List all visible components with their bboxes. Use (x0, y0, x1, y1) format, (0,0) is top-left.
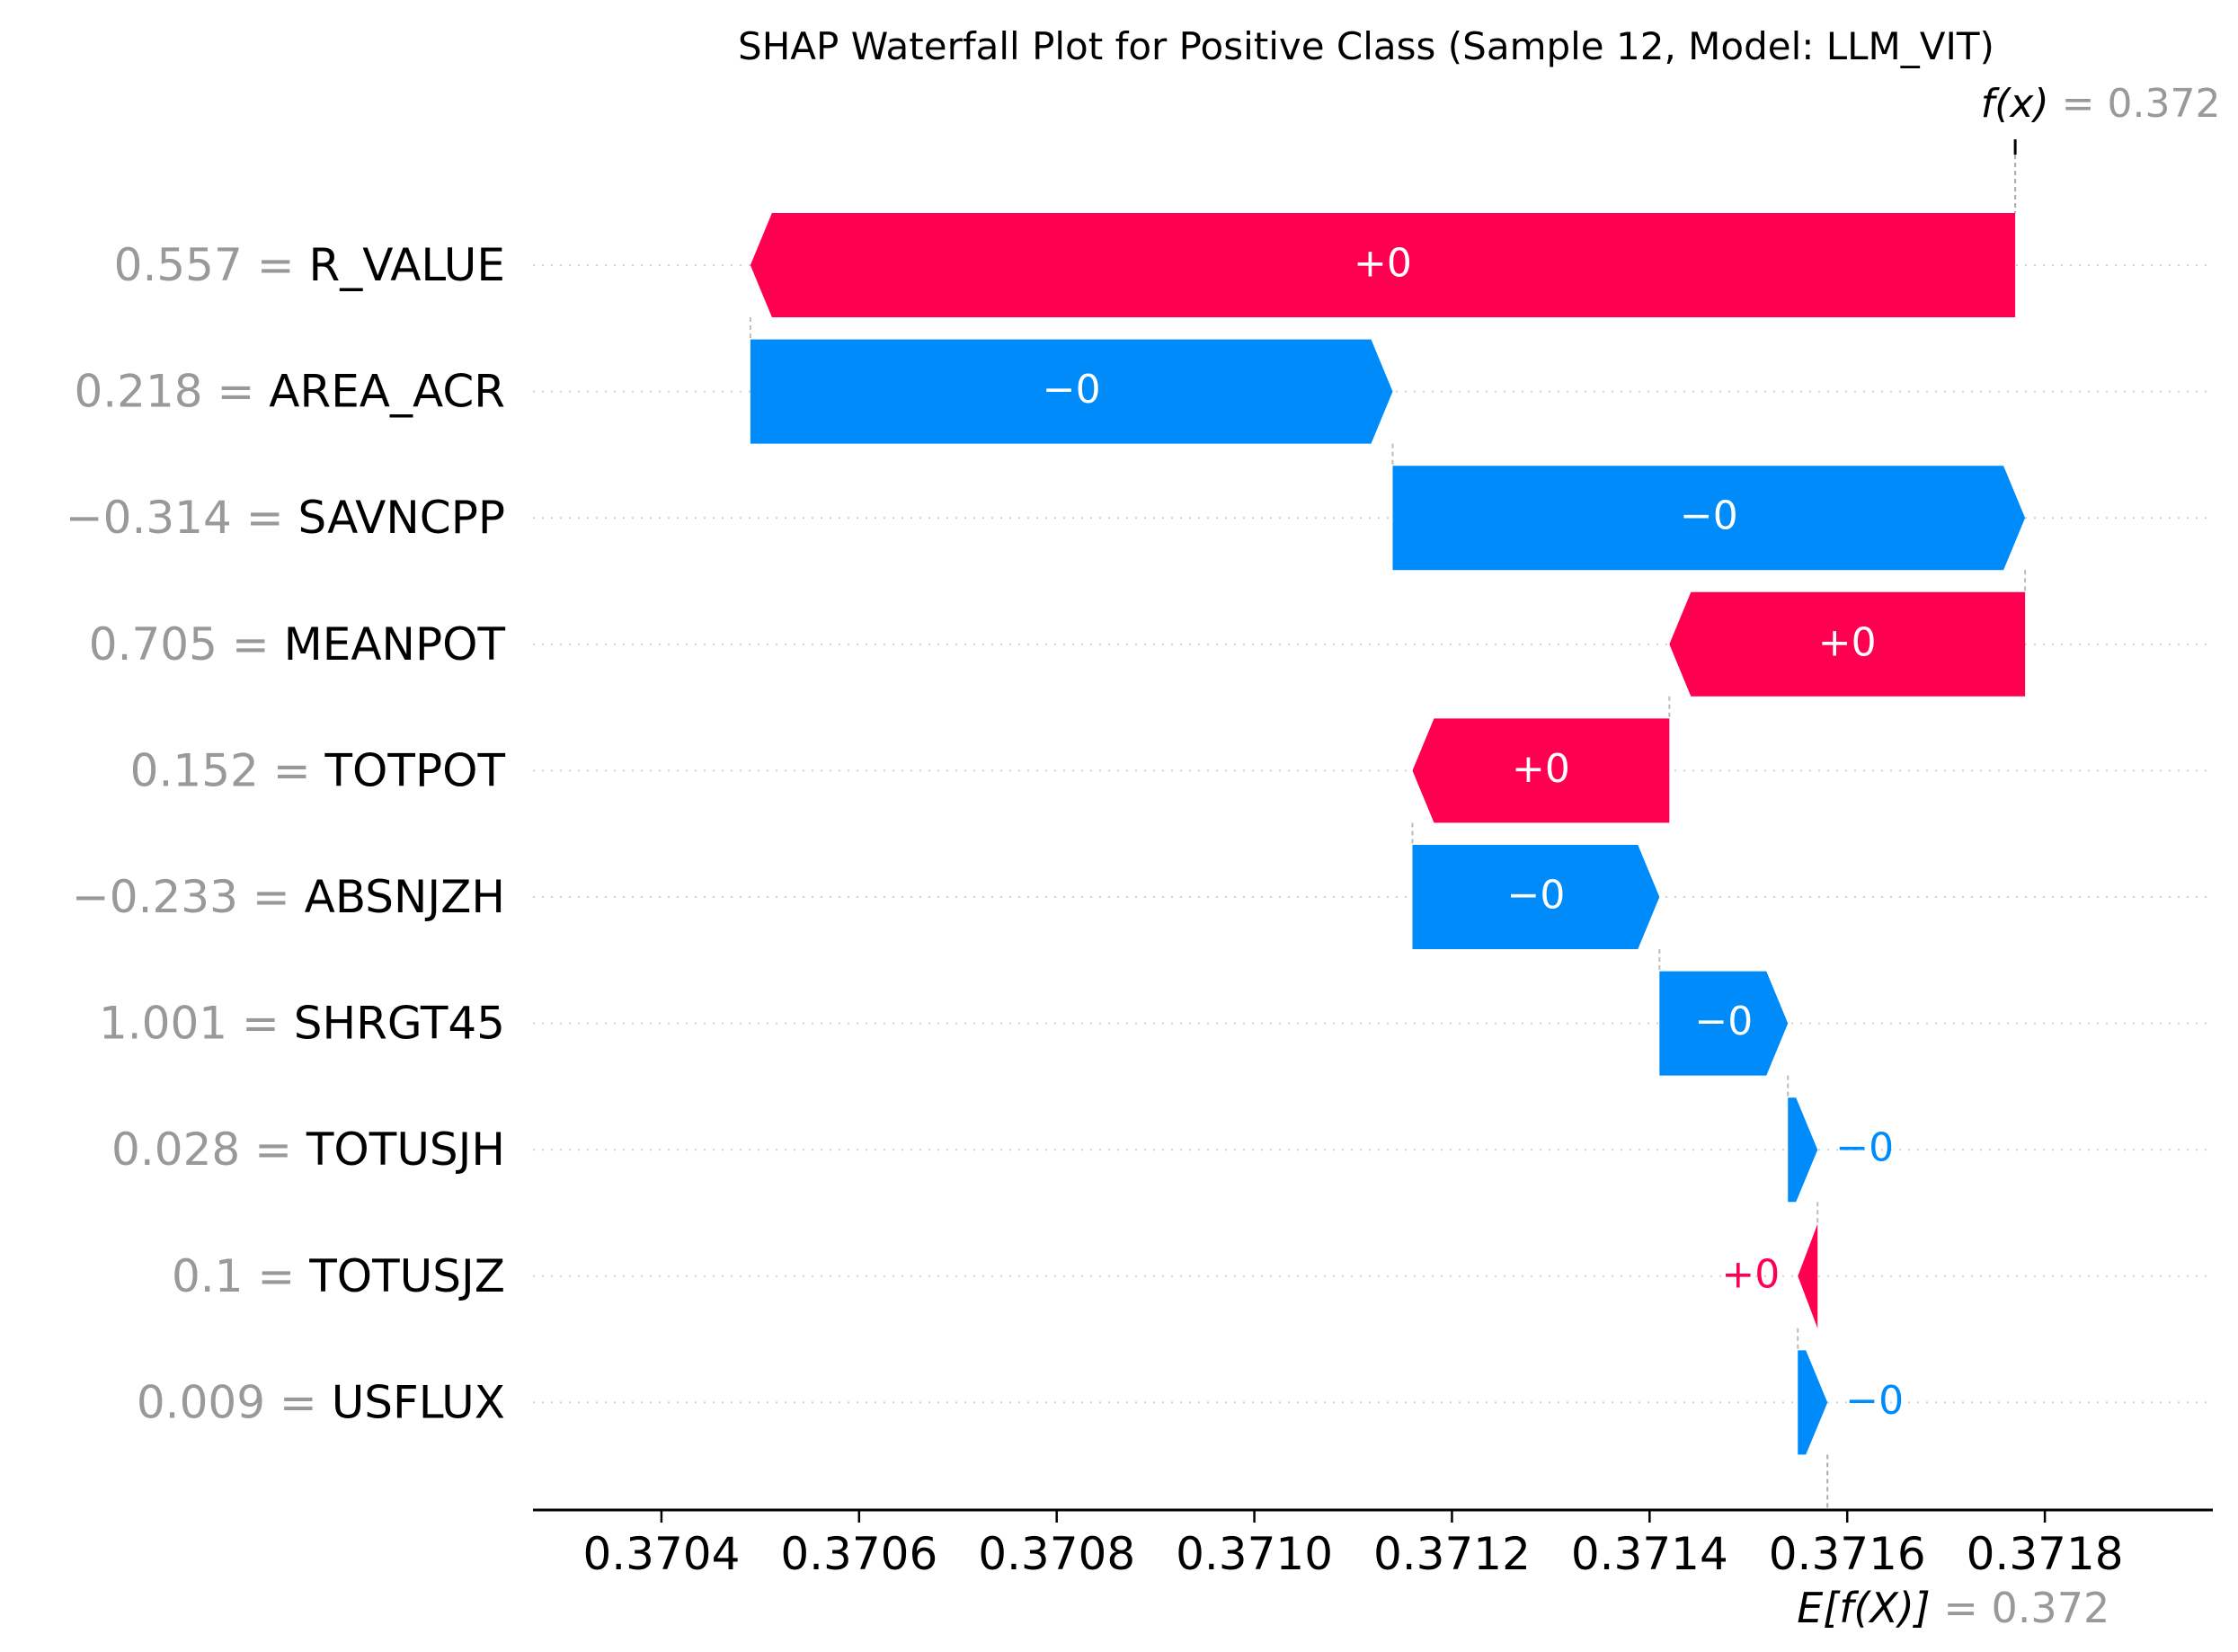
feature-label: 1.001 = SHRGT45 (99, 998, 505, 1050)
bar-value-label: −0 (1694, 999, 1753, 1044)
feature-label: 0.557 = R_VALUE (114, 239, 505, 291)
bar-area-acr (750, 339, 1393, 444)
feature-value: 1.001 (99, 998, 227, 1050)
equals-sign: = (232, 492, 298, 544)
feature-name: TOTUSJZ (308, 1250, 505, 1302)
x-tick-label: 0.3704 (582, 1528, 740, 1580)
bar-value-label: −0 (1680, 493, 1738, 539)
bar-value-label: +0 (1512, 746, 1570, 792)
feature-value: −0.233 (72, 871, 238, 923)
equals-sign: = (243, 239, 309, 291)
fx-equals: = (2049, 81, 2108, 127)
x-tick-label: 0.3708 (978, 1528, 1135, 1580)
bar-usflux (1798, 1350, 1828, 1455)
feature-name: ABSNJZH (305, 871, 505, 923)
equals-sign: = (265, 1376, 332, 1428)
feature-label: 0.028 = TOTUSJH (111, 1124, 505, 1176)
efx-annotation: E[f(X)] = 0.372 (1797, 1584, 2109, 1632)
bar-value-label: +0 (1354, 241, 1412, 287)
feature-value: 0.218 (74, 366, 202, 418)
feature-name: TOTPOT (324, 744, 506, 796)
reference-lines (1826, 139, 2017, 1510)
x-axis: 0.3704 0.3706 0.3708 0.3710 0.3712 0.3714 0.37… (533, 1508, 2213, 1580)
bars: +0 −0 −0 +0 +0 −0 −0 −0 +0 −0 (750, 213, 2026, 1455)
x-tick-label: 0.3714 (1571, 1528, 1728, 1580)
feature-label: 0.152 = TOTPOT (130, 744, 506, 796)
equals-sign: = (244, 1250, 310, 1302)
feature-label: 0.218 = AREA_ACR (74, 366, 505, 418)
fx-label: f(x) (1981, 81, 2049, 127)
feature-label: −0.233 = ABSNJZH (72, 871, 505, 923)
x-tick-label: 0.3716 (1769, 1528, 1926, 1580)
feature-value: 0.028 (111, 1124, 240, 1176)
feature-name: SAVNCPP (298, 492, 506, 544)
bar-totusjh (1788, 1097, 1818, 1203)
feature-name: USFLUX (332, 1376, 505, 1428)
chart-title: SHAP Waterfall Plot for Positive Class (… (738, 24, 1994, 68)
x-tick-label: 0.3718 (1967, 1528, 2124, 1580)
feature-labels: 0.557 = R_VALUE 0.218 = AREA_ACR −0.314 = … (66, 239, 506, 1428)
feature-value: 0.152 (130, 744, 259, 796)
feature-label: 0.1 = TOTUSJZ (172, 1250, 505, 1302)
feature-name: AREA_ACR (269, 366, 505, 418)
bar-value-label: −0 (1506, 873, 1565, 919)
connector-lines (749, 317, 2027, 1351)
bar-totpot (1412, 718, 1670, 823)
feature-value: −0.314 (66, 492, 232, 544)
bar-r-value (750, 213, 2016, 317)
feature-name: R_VALUE (308, 239, 505, 291)
fx-annotation: f(x) = 0.372 (1981, 81, 2221, 127)
feature-value: 0.557 (114, 239, 243, 291)
equals-sign: = (203, 366, 270, 418)
feature-value: 0.009 (137, 1376, 265, 1428)
x-tick-label: 0.3710 (1176, 1528, 1333, 1580)
bar-totusjz (1798, 1223, 1818, 1328)
equals-sign: = (218, 618, 284, 671)
feature-name: TOTUSJH (306, 1124, 505, 1176)
efx-equals: = (1931, 1584, 1992, 1632)
efx-label: E[f(X)] (1797, 1584, 1931, 1632)
efx-value: 0.372 (1992, 1584, 2110, 1632)
feature-value: 0.705 (89, 618, 218, 671)
feature-label: −0.314 = SAVNCPP (66, 492, 505, 544)
feature-label: 0.009 = USFLUX (137, 1376, 505, 1428)
bar-savncpp (1392, 466, 2026, 571)
bar-shrgt45 (1659, 971, 1789, 1076)
equals-sign: = (238, 871, 305, 923)
equals-sign: = (227, 998, 294, 1050)
feature-label: 0.705 = MEANPOT (89, 618, 506, 671)
bar-value-label: +0 (1818, 619, 1877, 665)
feature-name: MEANPOT (284, 618, 506, 671)
equals-sign: = (240, 1124, 306, 1176)
feature-value: 0.1 (172, 1250, 244, 1302)
fx-value: 0.372 (2107, 81, 2220, 127)
feature-name: SHRGT45 (294, 998, 505, 1050)
equals-sign: = (259, 744, 325, 796)
x-tick-label: 0.3706 (780, 1528, 937, 1580)
bar-value-label: −0 (1845, 1378, 1904, 1424)
bar-absnjzh (1412, 845, 1660, 949)
bar-meanpot (1669, 591, 2026, 697)
x-tick-label: 0.3712 (1373, 1528, 1531, 1580)
bar-value-label: +0 (1721, 1251, 1780, 1297)
bar-value-label: −0 (1835, 1125, 1894, 1171)
bar-value-label: −0 (1043, 367, 1101, 413)
